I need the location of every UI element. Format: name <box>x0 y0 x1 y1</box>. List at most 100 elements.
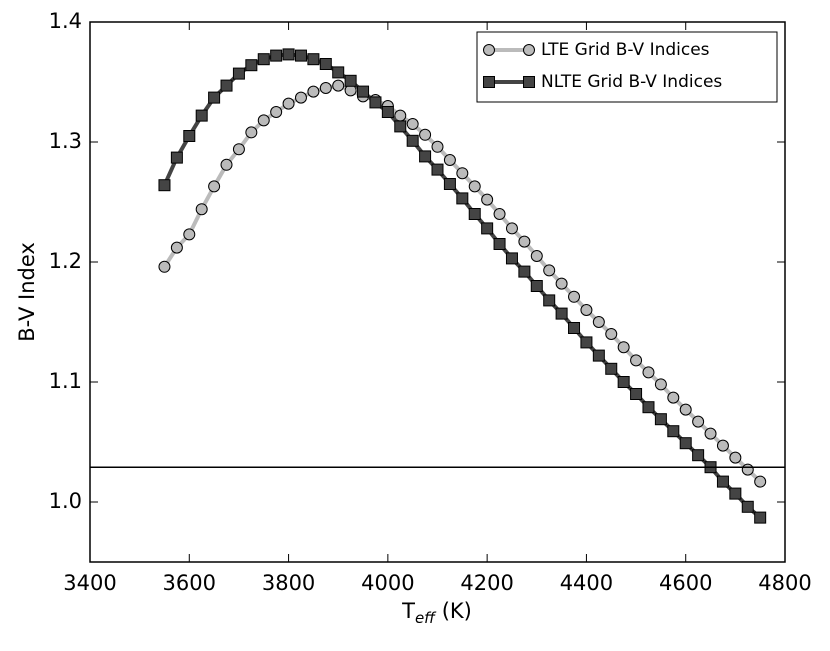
marker <box>592 349 605 362</box>
marker <box>232 143 245 156</box>
marker <box>257 114 270 127</box>
marker <box>481 222 494 235</box>
marker <box>270 49 283 62</box>
marker <box>456 167 469 180</box>
legend-box <box>476 31 778 103</box>
marker <box>170 151 183 164</box>
marker <box>741 500 754 513</box>
x-tick-label: 3400 <box>63 571 116 595</box>
x-label-sub: eff <box>415 609 437 627</box>
marker <box>704 427 717 440</box>
marker <box>729 451 742 464</box>
marker <box>394 120 407 133</box>
x-label-main: T <box>401 599 415 623</box>
legend-label: LTE Grid B-V Indices <box>541 40 710 60</box>
marker <box>257 53 270 66</box>
legend-marker <box>483 44 495 56</box>
x-tick-label: 3600 <box>163 571 216 595</box>
marker <box>431 163 444 176</box>
marker <box>468 208 481 220</box>
marker <box>630 354 643 367</box>
marker <box>294 91 307 104</box>
x-tick-label: 4200 <box>460 571 513 595</box>
marker <box>282 48 295 61</box>
marker <box>580 304 593 316</box>
marker <box>332 66 345 79</box>
marker <box>568 290 581 303</box>
marker <box>406 134 419 147</box>
marker <box>505 252 518 265</box>
marker <box>543 294 556 307</box>
marker <box>381 106 394 118</box>
marker <box>754 511 767 524</box>
marker <box>170 241 183 254</box>
marker <box>294 49 307 62</box>
marker <box>419 128 432 141</box>
marker <box>282 97 295 110</box>
marker <box>630 388 643 400</box>
marker <box>617 376 630 388</box>
x-label-suffix: (K) <box>435 599 472 623</box>
marker <box>195 109 208 122</box>
marker <box>555 277 568 290</box>
marker <box>443 154 456 166</box>
marker <box>741 463 754 476</box>
marker <box>369 96 382 109</box>
x-tick-label: 4000 <box>361 571 414 595</box>
legend: LTE Grid B-V Indices NLTE Grid B-V Indice… <box>476 31 778 103</box>
marker <box>493 238 506 250</box>
marker <box>319 58 332 70</box>
marker <box>183 130 196 142</box>
y-tick-label: 1.2 <box>49 249 82 273</box>
marker <box>419 150 432 163</box>
marker <box>208 180 221 193</box>
marker <box>617 341 630 354</box>
marker <box>568 322 581 334</box>
marker <box>468 180 481 193</box>
legend-marker <box>523 44 535 56</box>
marker <box>667 391 680 404</box>
marker <box>592 316 605 328</box>
marker <box>245 126 258 139</box>
marker <box>481 193 494 206</box>
marker <box>307 53 320 66</box>
x-tick-label: 3800 <box>262 571 315 595</box>
marker <box>642 366 655 379</box>
marker <box>232 67 245 80</box>
marker <box>692 449 705 462</box>
marker <box>456 192 469 205</box>
legend-marker <box>523 76 535 88</box>
marker <box>505 222 518 235</box>
x-tick-label: 4800 <box>758 571 811 595</box>
marker <box>716 475 729 488</box>
marker <box>195 203 208 216</box>
marker <box>319 82 332 94</box>
marker <box>754 475 767 488</box>
marker <box>220 158 233 171</box>
marker <box>605 362 618 375</box>
marker <box>307 85 320 98</box>
marker <box>406 118 419 130</box>
marker <box>220 79 233 92</box>
marker <box>158 179 171 192</box>
y-tick-label: 1.1 <box>49 369 82 393</box>
y-tick-label: 1.3 <box>49 129 82 153</box>
marker <box>580 336 593 349</box>
marker <box>431 140 444 153</box>
x-tick-label: 4600 <box>659 571 712 595</box>
x-axis-label: Teff (K) <box>401 599 472 627</box>
marker <box>679 437 692 450</box>
marker <box>443 178 456 190</box>
marker <box>642 401 655 414</box>
x-tick-label: 4400 <box>560 571 613 595</box>
marker <box>729 487 742 500</box>
marker <box>344 74 357 87</box>
marker <box>518 265 531 278</box>
marker <box>270 106 283 118</box>
marker <box>679 403 692 416</box>
marker <box>667 425 680 438</box>
marker <box>530 280 543 292</box>
legend-label: NLTE Grid B-V Indices <box>541 72 722 92</box>
marker <box>518 235 531 248</box>
